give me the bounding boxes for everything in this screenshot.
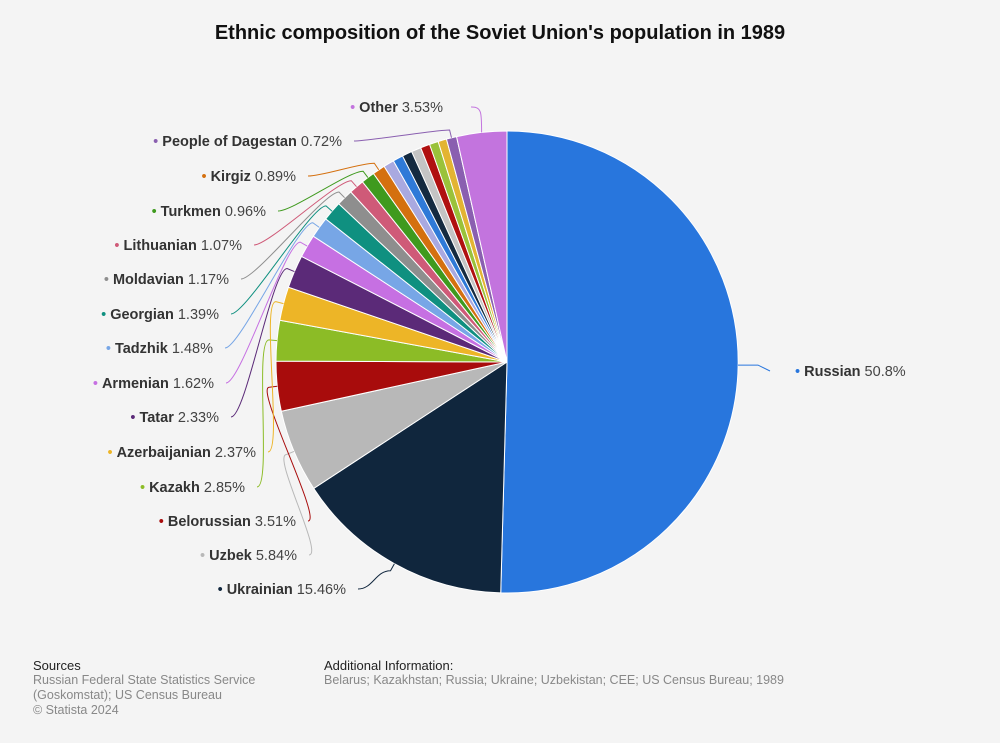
legend-dot-icon: • [107,445,116,461]
footer-sources: Sources Russian Federal State Statistics… [33,658,273,718]
leader-lines [224,106,771,590]
slice-label-moldavian: • Moldavian 1.17% [104,272,229,288]
legend-dot-icon: • [130,410,139,426]
leader-line-lithuanian [253,180,357,246]
legend-dot-icon: • [106,341,115,357]
leader-line-georgian [230,205,333,315]
additional-info-text: Belarus; Kazakhstan; Russia; Ukraine; Uz… [324,673,784,687]
leader-line-ukrainian [357,563,395,590]
leader-line-russian [738,364,771,372]
pie-slices [275,130,739,594]
legend-dot-icon: • [153,134,162,150]
slice-label-belorussian: • Belorussian 3.51% [159,514,296,530]
leader-line-kazakh [256,339,278,488]
slice-label-people-of-dagestan: • People of Dagestan 0.72% [153,134,342,150]
pie-slice-other[interactable] [455,130,508,363]
slice-label-kazakh: • Kazakh 2.85% [140,480,245,496]
legend-dot-icon: • [93,376,102,392]
slice-label-turkmen: • Turkmen 0.96% [152,204,267,220]
legend-dot-icon: • [152,204,161,220]
slice-labels: • Russian 50.8% • Ukrainian 15.46% • Uzbek… [93,100,906,598]
slice-label-tatar: • Tatar 2.33% [130,410,219,426]
pie-slice-ukrainian[interactable] [312,361,508,594]
legend-dot-icon: • [200,548,209,564]
leader-line-turkmen [277,170,369,212]
sources-heading: Sources [33,658,81,673]
chart-title: Ethnic composition of the Soviet Union's… [214,22,786,44]
slice-label-georgian: • Georgian 1.39% [101,307,219,323]
sources-line-2[interactable]: (Goskomstat); US Census Bureau [33,688,222,702]
footer-additional-info: Additional Information: Belarus; Kazakhs… [324,658,884,688]
slice-label-uzbek: • Uzbek 5.84% [200,548,297,564]
legend-dot-icon: • [350,100,359,116]
additional-info-heading: Additional Information: [324,658,454,673]
leader-line-moldavian [240,191,345,280]
leader-line-belorussian [266,385,311,522]
slice-label-kirgiz: • Kirgiz 0.89% [201,169,296,185]
leader-line-people-of-dagestan [353,129,452,142]
slice-label-ukrainian: • Ukrainian 15.46% [218,582,347,598]
leader-line-tatar [230,267,295,418]
slice-label-russian: • Russian 50.8% [795,364,906,380]
legend-dot-icon: • [140,480,149,496]
legend-dot-icon: • [159,514,168,530]
legend-dot-icon: • [795,364,804,380]
slice-label-tadzhik: • Tadzhik 1.48% [106,341,213,357]
legend-dot-icon: • [218,582,227,598]
leader-line-other [471,106,483,133]
leader-line-kirgiz [307,162,380,177]
leader-line-tadzhik [224,222,320,349]
slice-label-other: • Other 3.53% [350,100,443,116]
legend-dot-icon: • [101,307,110,323]
pie-slice-russian[interactable] [500,130,739,594]
slice-label-lithuanian: • Lithuanian 1.07% [114,238,242,254]
copyright[interactable]: © Statista 2024 [33,703,119,717]
slice-label-armenian: • Armenian 1.62% [93,376,214,392]
slice-label-azerbaijanian: • Azerbaijanian 2.37% [107,445,256,461]
legend-dot-icon: • [114,238,123,254]
legend-dot-icon: • [201,169,210,185]
legend-dot-icon: • [104,272,113,288]
sources-line-1[interactable]: Russian Federal State Statistics Service [33,673,256,687]
leader-line-armenian [225,241,308,384]
leader-line-azerbaijanian [267,301,284,453]
